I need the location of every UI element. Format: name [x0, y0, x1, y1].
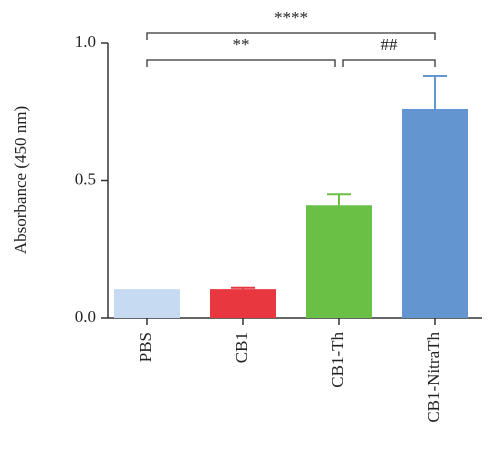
- x-tick-label: PBS: [136, 332, 155, 362]
- error-bar: [231, 286, 255, 290]
- x-tick-label: CB1-NitraTh: [424, 332, 443, 423]
- bar: [114, 289, 180, 318]
- bar: [306, 205, 372, 318]
- significance-label: ****: [274, 8, 308, 27]
- significance-bracket: [146, 59, 336, 67]
- error-bar: [327, 193, 351, 206]
- y-tick-label: 1.0: [75, 32, 96, 51]
- x-tick-label: CB1: [232, 332, 251, 363]
- x-tick-label: CB1-Th: [328, 332, 347, 388]
- bar: [402, 109, 468, 318]
- y-tick-label: 0.5: [75, 169, 96, 188]
- bar: [210, 289, 276, 318]
- significance-label: ##: [381, 35, 399, 54]
- y-axis-label: Absorbance (450 nm): [11, 106, 30, 254]
- error-bar: [423, 75, 447, 109]
- y-tick-label: 0.0: [75, 307, 96, 326]
- significance-bracket: [146, 32, 436, 40]
- significance-bracket: [342, 59, 436, 67]
- significance-label: **: [233, 35, 250, 54]
